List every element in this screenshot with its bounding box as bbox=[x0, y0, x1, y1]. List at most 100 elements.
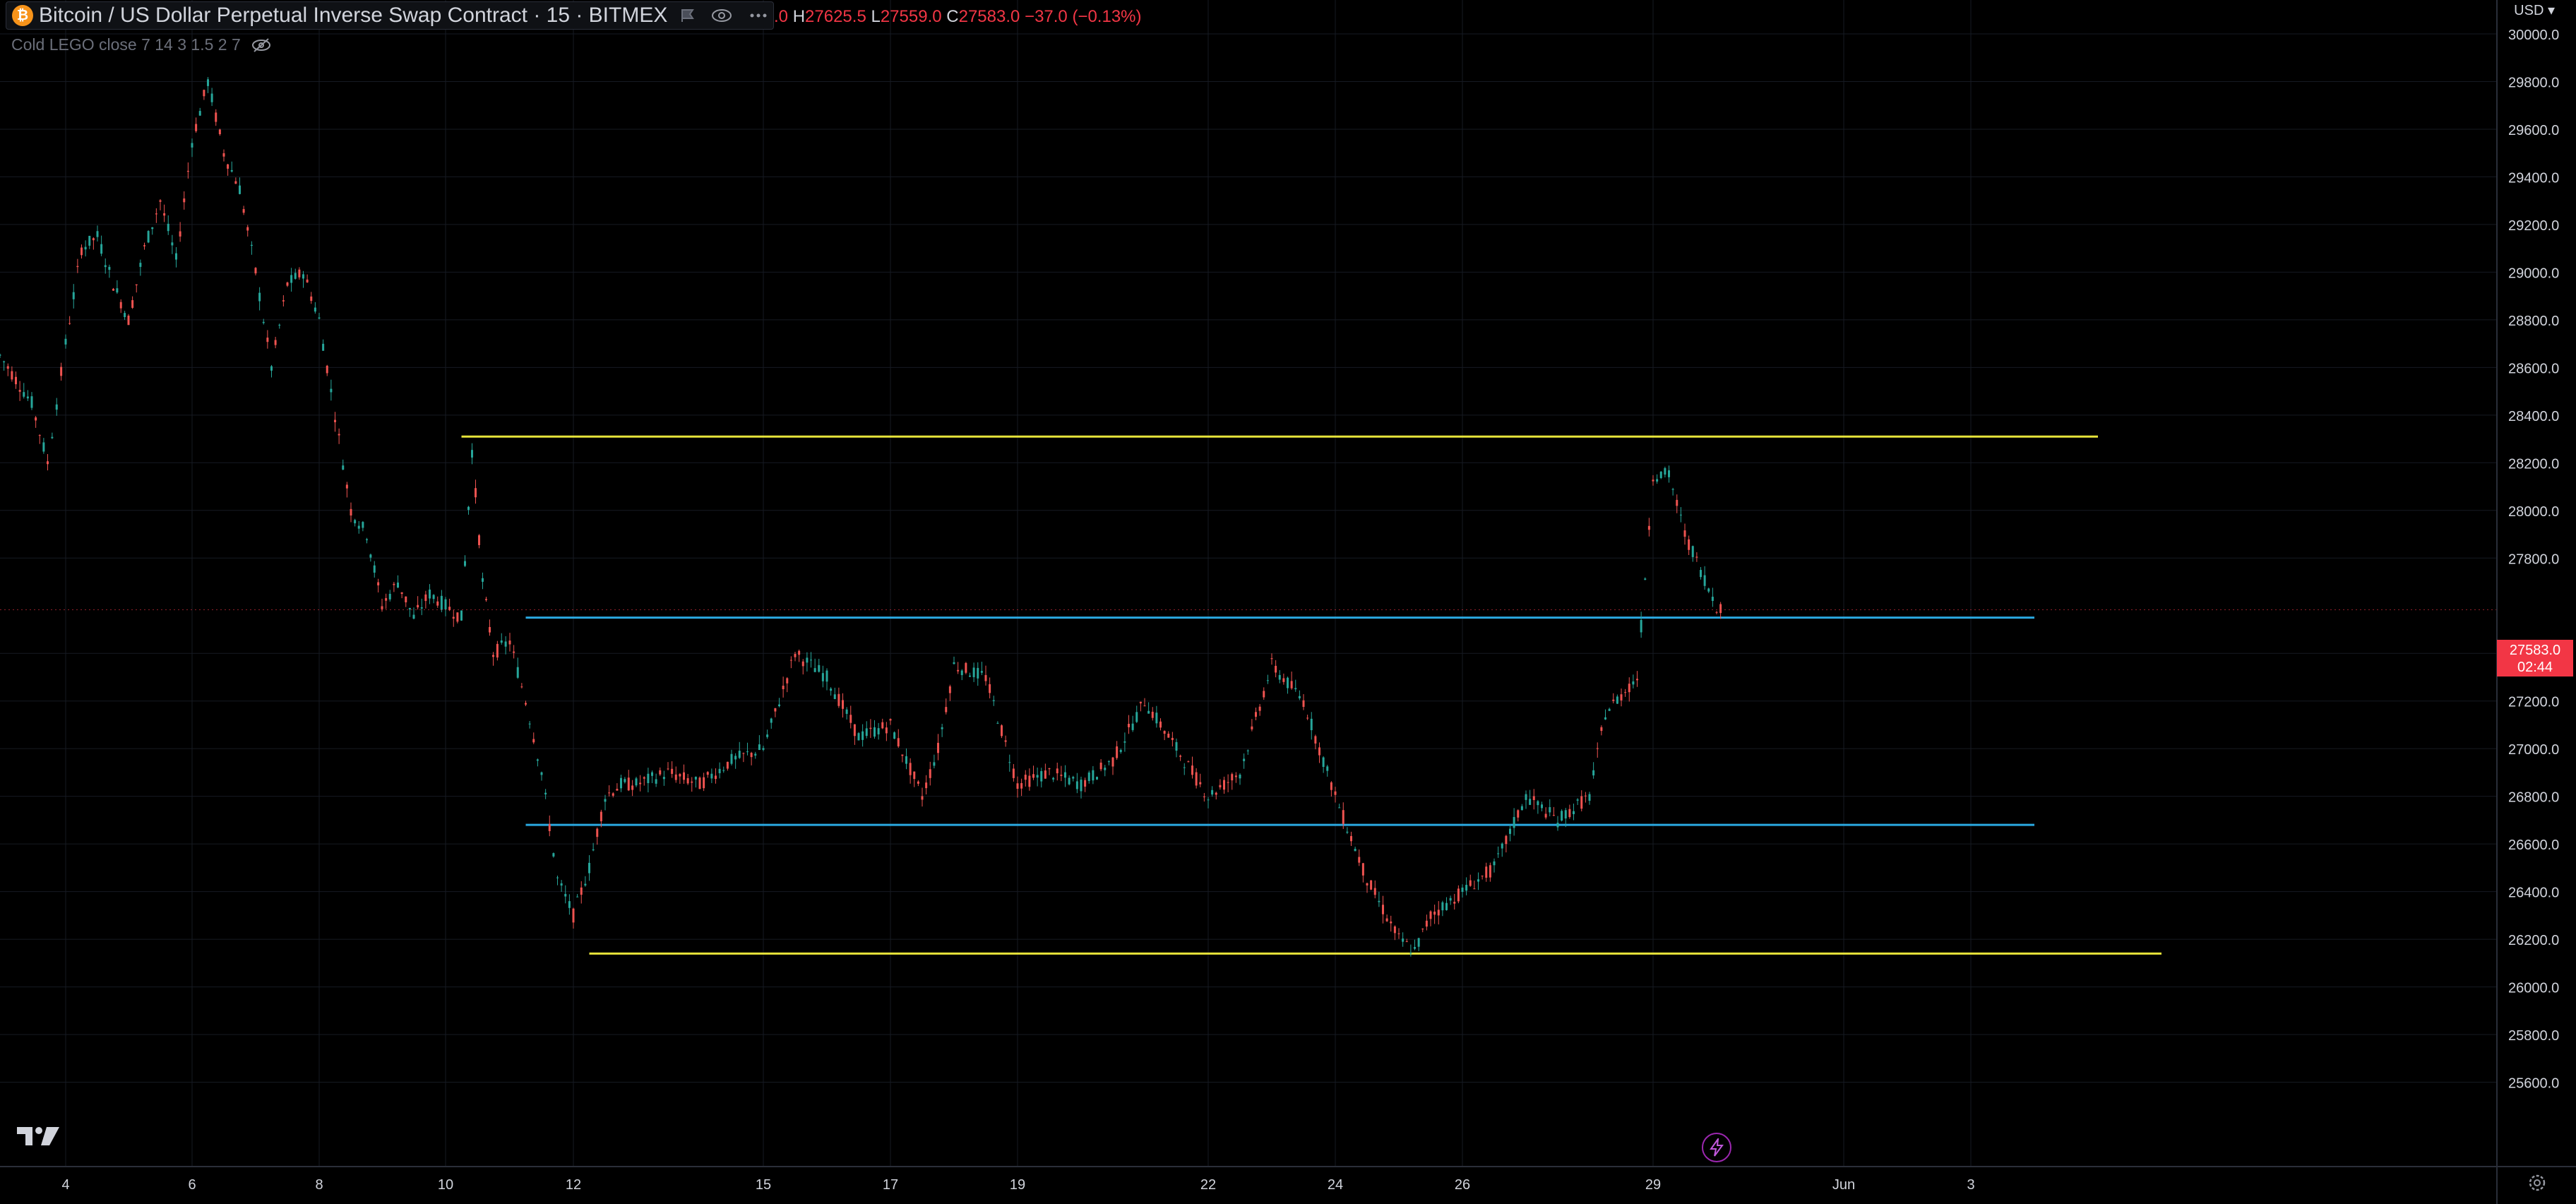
candle-body bbox=[1092, 770, 1095, 781]
indicator-legend[interactable]: Cold LEGO close 7 14 3 1.5 2 7 bbox=[11, 35, 272, 54]
candle-body bbox=[945, 707, 948, 713]
more-options-icon[interactable] bbox=[748, 8, 769, 23]
candle-body bbox=[330, 388, 333, 393]
candle-body bbox=[282, 300, 285, 302]
candle-body bbox=[234, 181, 237, 184]
price-axis-label: 29000.0 bbox=[2508, 266, 2559, 281]
current-price-tag: 27583.0 02:44 bbox=[2497, 640, 2573, 676]
candle-body bbox=[706, 772, 709, 775]
candle-body bbox=[1520, 806, 1523, 811]
candle-body bbox=[167, 223, 169, 232]
candle-body bbox=[1497, 853, 1500, 854]
candle-body bbox=[72, 292, 75, 299]
candle-body bbox=[996, 722, 999, 724]
candle-body bbox=[789, 660, 792, 661]
candle-body bbox=[746, 751, 749, 753]
candle-body bbox=[242, 209, 245, 213]
candle-body bbox=[794, 654, 797, 657]
price-axis-label: 28000.0 bbox=[2508, 504, 2559, 520]
currency-selector[interactable]: USD ▾ bbox=[2514, 3, 2555, 18]
candle-body bbox=[76, 266, 79, 268]
candle-body bbox=[1231, 774, 1234, 781]
candle-body bbox=[429, 589, 431, 599]
low-value: 27559.0 bbox=[880, 7, 942, 26]
bar-countdown: 02:44 bbox=[2517, 660, 2553, 675]
candle-body bbox=[1302, 700, 1305, 708]
candle-body bbox=[1640, 619, 1642, 633]
candle-body bbox=[408, 607, 411, 610]
candle-body bbox=[191, 143, 193, 148]
candle-body bbox=[869, 727, 872, 729]
candle-body bbox=[155, 213, 157, 215]
candle-body bbox=[1128, 723, 1130, 727]
candle-body bbox=[440, 595, 443, 610]
symbol-legend[interactable]: ₿ Bitcoin / US Dollar Perpetual Inverse … bbox=[6, 1, 774, 30]
price-series bbox=[0, 77, 1722, 957]
eye-icon[interactable] bbox=[711, 8, 732, 23]
candle-body bbox=[1147, 710, 1150, 714]
candle-body bbox=[1441, 902, 1444, 911]
candle-body bbox=[1191, 765, 1193, 775]
candle-body bbox=[1429, 911, 1432, 919]
candle-body bbox=[1628, 684, 1630, 693]
candle-body bbox=[782, 686, 785, 689]
candle-body bbox=[1489, 865, 1491, 878]
candle-body bbox=[1612, 699, 1615, 701]
candle-body bbox=[424, 594, 427, 602]
candle-body bbox=[464, 561, 466, 566]
candle-body bbox=[64, 338, 67, 345]
candle-body bbox=[30, 396, 33, 408]
candle-body bbox=[560, 883, 563, 886]
candle-body bbox=[1167, 733, 1170, 738]
candle-body bbox=[294, 273, 297, 279]
indicator-label[interactable]: Cold LEGO close 7 14 3 1.5 2 7 bbox=[11, 35, 241, 54]
candle-body bbox=[957, 669, 960, 672]
candle-body bbox=[1116, 746, 1119, 758]
candle-body bbox=[813, 668, 816, 672]
candle-body bbox=[1378, 900, 1381, 902]
candle-body bbox=[977, 667, 979, 679]
candle-body bbox=[608, 792, 611, 794]
candle-body bbox=[1390, 921, 1393, 924]
candle-body bbox=[239, 185, 241, 194]
candle-body bbox=[580, 887, 583, 895]
flag-icon[interactable] bbox=[680, 8, 696, 23]
candle-body bbox=[564, 893, 567, 897]
candle-body bbox=[758, 744, 761, 751]
symbol-title[interactable]: Bitcoin / US Dollar Perpetual Inverse Sw… bbox=[39, 4, 668, 27]
candle-body bbox=[417, 604, 419, 608]
candle-body bbox=[318, 317, 321, 319]
candle-body bbox=[1251, 726, 1253, 729]
candle-body bbox=[1402, 938, 1405, 942]
candle-body bbox=[1668, 470, 1670, 477]
candle-body bbox=[1155, 713, 1158, 724]
candle-body bbox=[1493, 861, 1496, 866]
candle-body bbox=[1322, 757, 1325, 768]
close-label: C bbox=[946, 7, 959, 26]
chart-settings-button[interactable] bbox=[2527, 1172, 2548, 1197]
candle-body bbox=[1573, 811, 1575, 814]
candle-body bbox=[262, 321, 265, 323]
candle-body bbox=[1215, 792, 1217, 795]
tradingview-logo[interactable] bbox=[16, 1124, 61, 1152]
candle-body bbox=[35, 417, 37, 421]
candle-body bbox=[1592, 770, 1595, 776]
hidden-eye-icon[interactable] bbox=[251, 37, 272, 54]
candle-body bbox=[1001, 725, 1003, 737]
candle-body bbox=[104, 265, 107, 268]
candle-body bbox=[131, 300, 134, 308]
time-axis-label: Jun bbox=[1832, 1177, 1855, 1193]
candle-body bbox=[1584, 795, 1587, 797]
time-axis-label: 6 bbox=[188, 1177, 196, 1193]
candle-body bbox=[544, 792, 547, 794]
candle-body bbox=[151, 227, 154, 230]
candle-body bbox=[159, 200, 162, 202]
candle-body bbox=[1334, 791, 1337, 795]
price-axis-label: 29400.0 bbox=[2508, 170, 2559, 186]
candle-body bbox=[572, 908, 575, 923]
lightning-button[interactable] bbox=[1702, 1133, 1731, 1162]
candle-body bbox=[322, 343, 325, 351]
current-price-value: 27583.0 bbox=[2509, 643, 2561, 658]
candle-body bbox=[436, 601, 439, 606]
